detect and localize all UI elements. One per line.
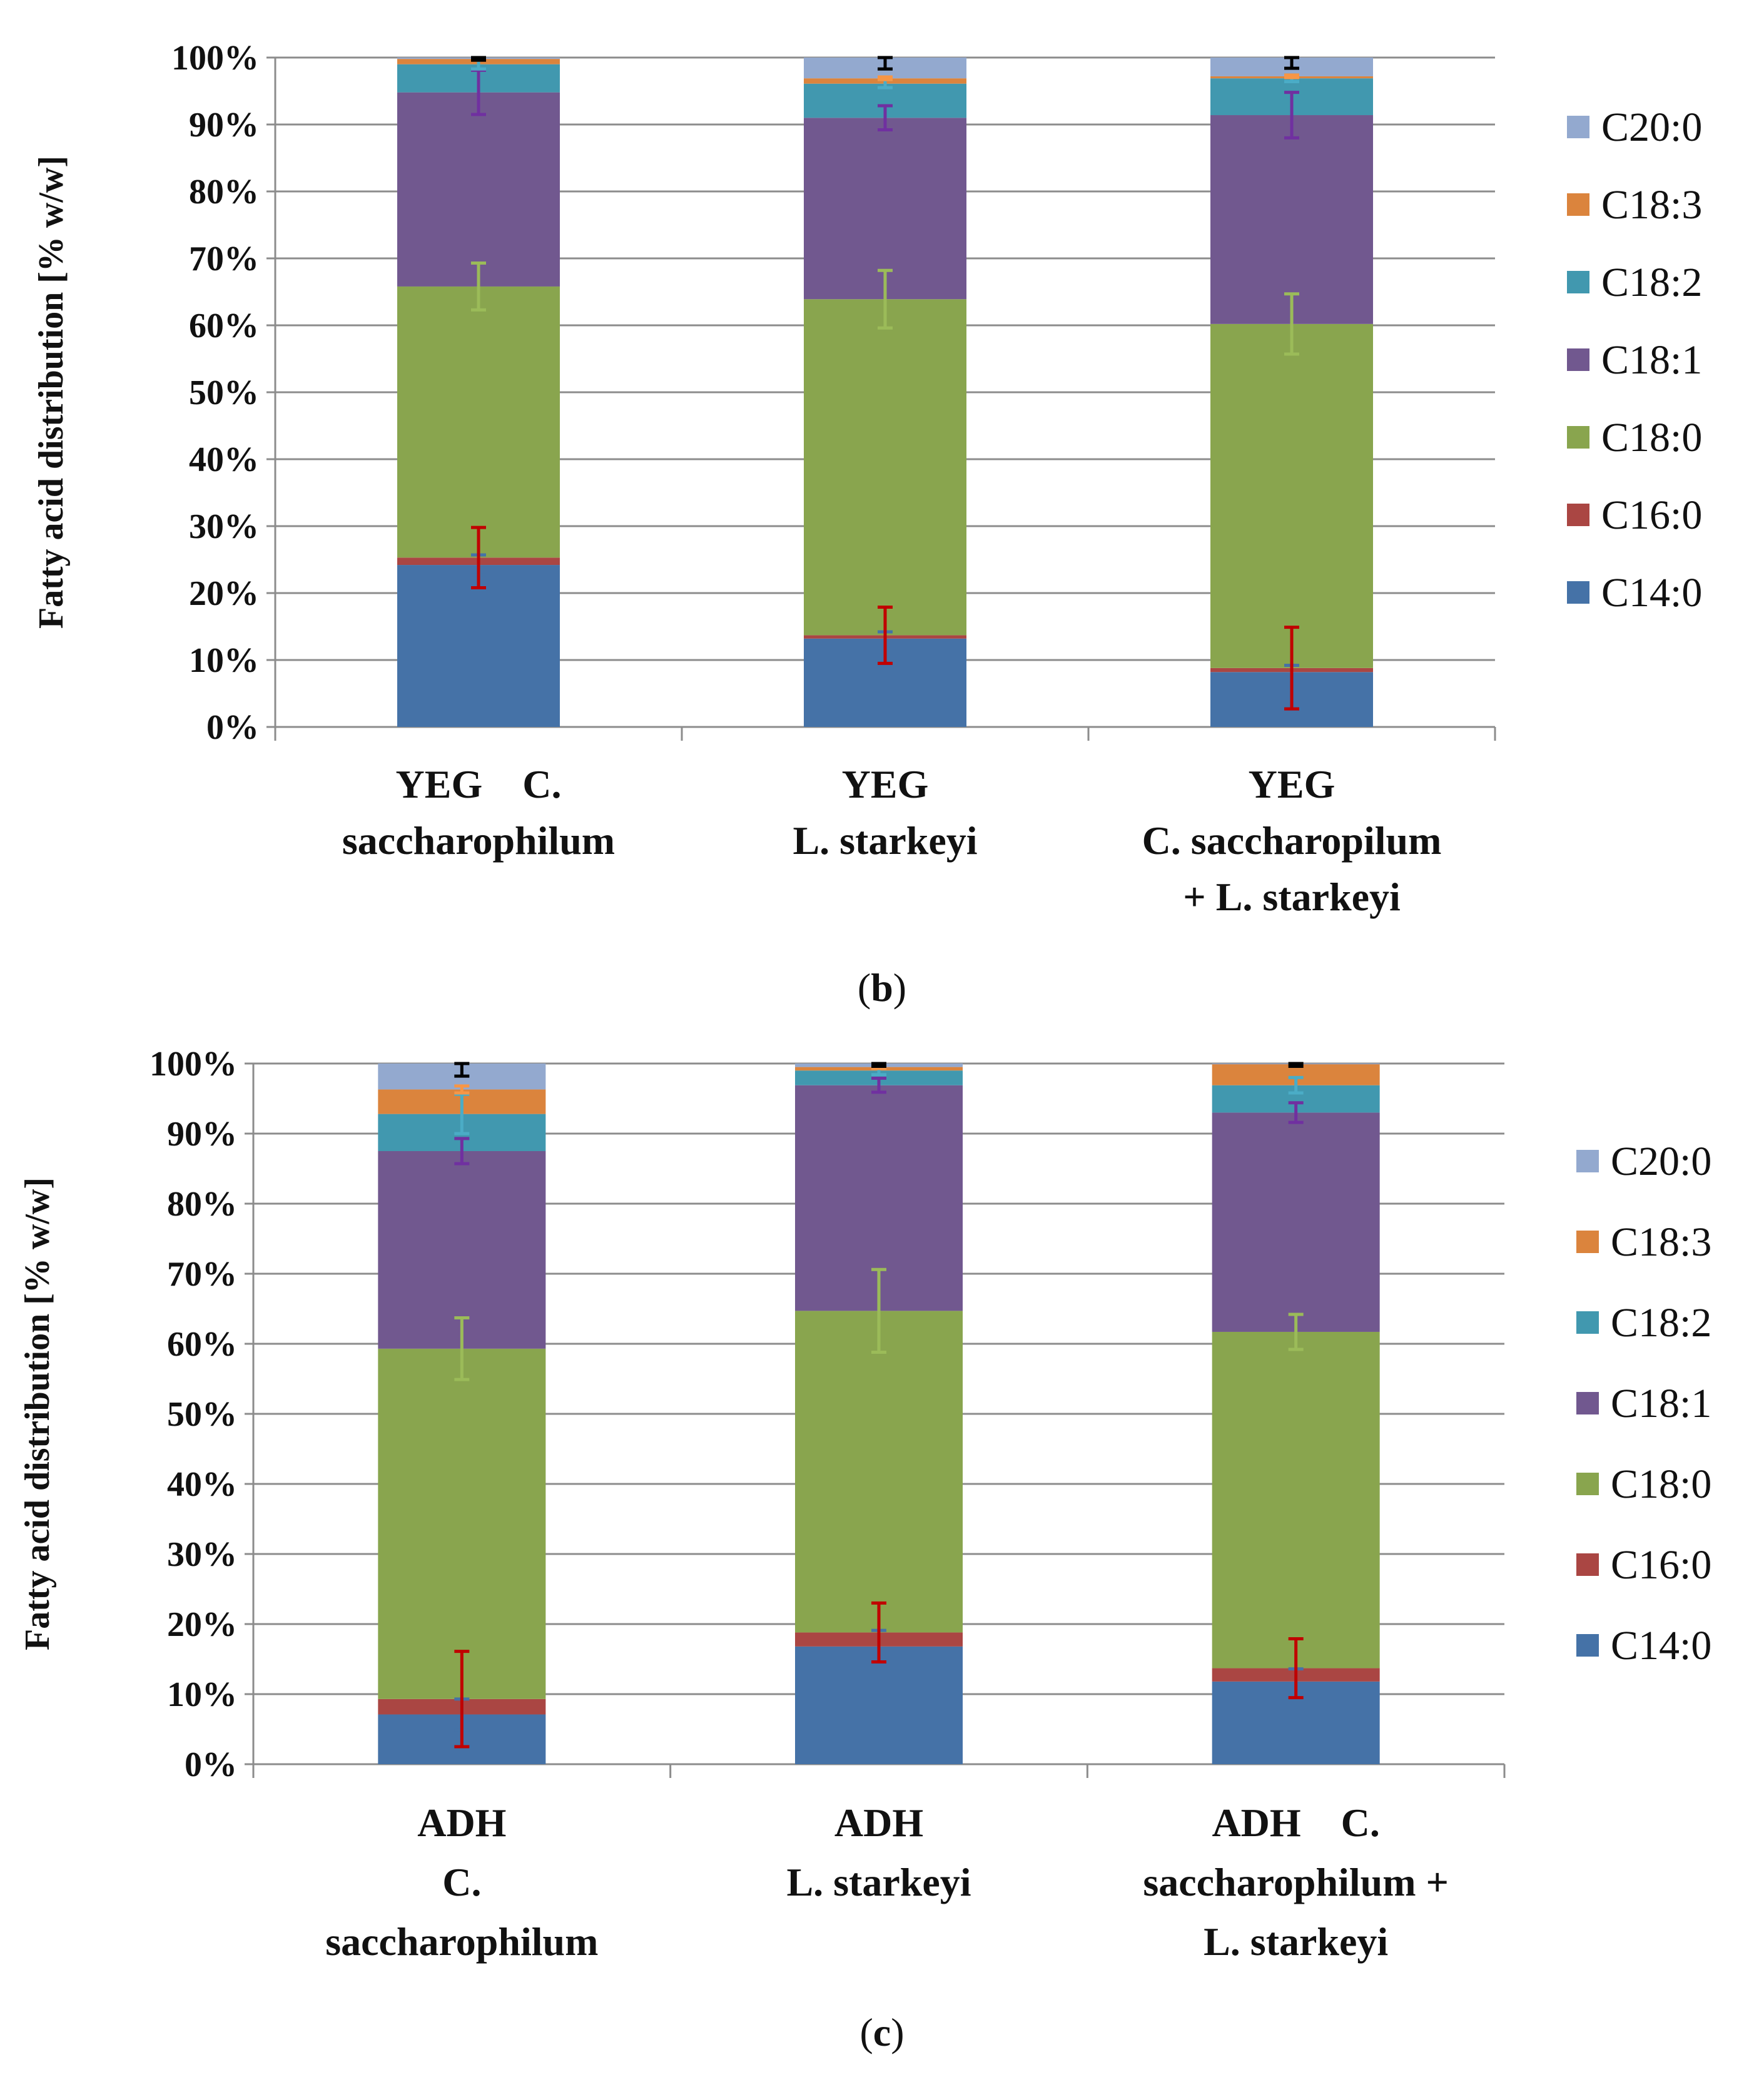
category-label: YEG C. bbox=[396, 762, 562, 806]
category-label: C. saccharopilum bbox=[1142, 818, 1442, 863]
y-tick-label: 0% bbox=[185, 1745, 237, 1784]
y-tick-label: 10% bbox=[167, 1675, 237, 1714]
y-tick-label: 20% bbox=[167, 1605, 237, 1644]
legend-label: C20:0 bbox=[1611, 1139, 1711, 1184]
bar-segment-c18-0 bbox=[795, 1311, 963, 1633]
legend-swatch-c20-0 bbox=[1567, 116, 1589, 138]
y-tick-label: 30% bbox=[167, 1535, 237, 1574]
y-tick-label: 40% bbox=[167, 1465, 237, 1504]
legend-label: C16:0 bbox=[1601, 492, 1702, 538]
y-tick-label: 70% bbox=[167, 1255, 237, 1294]
legend-label: C20:0 bbox=[1601, 104, 1702, 150]
category-label: saccharophilum bbox=[342, 818, 615, 863]
legend-label: C18:0 bbox=[1611, 1461, 1711, 1507]
legend-label: C18:1 bbox=[1611, 1381, 1711, 1426]
category-label: YEG bbox=[842, 762, 929, 806]
y-tick-label: 90% bbox=[189, 106, 259, 145]
bar-segment-c18-1 bbox=[397, 92, 560, 287]
bar-segment-c18-0 bbox=[397, 286, 560, 558]
category-label: ADH bbox=[417, 1800, 506, 1845]
bar-segment-c18-0 bbox=[378, 1348, 546, 1699]
y-tick-label: 30% bbox=[189, 507, 259, 546]
legend-label: C18:2 bbox=[1611, 1300, 1711, 1346]
legend-swatch-c14-0 bbox=[1567, 581, 1589, 604]
legend-swatch-c18-2 bbox=[1576, 1311, 1599, 1334]
y-tick-label: 60% bbox=[167, 1325, 237, 1364]
y-tick-label: 40% bbox=[189, 440, 259, 479]
category-label: YEG bbox=[1249, 762, 1336, 806]
bar-segment-c14-0 bbox=[397, 565, 560, 727]
legend-label: C18:0 bbox=[1601, 415, 1702, 460]
category-label: saccharophilum + bbox=[1143, 1860, 1449, 1904]
legend-label: C18:2 bbox=[1601, 260, 1702, 305]
category-label: L. starkeyi bbox=[1204, 1919, 1388, 1964]
y-tick-label: 0% bbox=[206, 708, 259, 747]
bar-segment-c18-0 bbox=[1212, 1331, 1380, 1668]
legend-swatch-c18-1 bbox=[1567, 348, 1589, 371]
category-label: saccharophilum bbox=[325, 1919, 598, 1964]
category-label: C. bbox=[442, 1860, 481, 1904]
bar-segment-c18-1 bbox=[1212, 1112, 1380, 1332]
legend-swatch-c18-1 bbox=[1576, 1392, 1599, 1414]
y-tick-label: 80% bbox=[167, 1185, 237, 1224]
legend-swatch-c18-3 bbox=[1567, 193, 1589, 216]
legend-label: C14:0 bbox=[1601, 570, 1702, 616]
legend-swatch-c18-2 bbox=[1567, 271, 1589, 293]
bar-segment-c18-1 bbox=[378, 1151, 546, 1349]
y-tick-label: 50% bbox=[189, 373, 259, 412]
y-tick-label: 80% bbox=[189, 173, 259, 211]
y-tick-label: 10% bbox=[189, 641, 259, 680]
y-tick-label: 100% bbox=[150, 1045, 237, 1084]
legend-swatch-c18-3 bbox=[1576, 1231, 1599, 1253]
y-tick-label: 60% bbox=[189, 307, 259, 345]
y-axis-title: Fatty acid distribution [% w/w] bbox=[32, 156, 71, 629]
category-label: ADH C. bbox=[1212, 1800, 1379, 1845]
bar-segment-c14-0 bbox=[795, 1646, 963, 1764]
y-tick-label: 50% bbox=[167, 1395, 237, 1434]
category-label: + L. starkeyi bbox=[1183, 875, 1401, 919]
legend-label: C18:1 bbox=[1601, 337, 1702, 383]
bar-segment-c18-0 bbox=[804, 299, 966, 636]
y-tick-label: 100% bbox=[171, 39, 259, 78]
category-label: L. starkeyi bbox=[786, 1860, 971, 1904]
panel-label-b: (b) bbox=[858, 965, 906, 1010]
chart-panel-b: 0% 10% 20% 30% 40% 50% 60% 70% 80% 90% 100% Fatty a… bbox=[32, 39, 1702, 919]
legend-swatch-c18-0 bbox=[1567, 426, 1589, 449]
category-label: L. starkeyi bbox=[793, 818, 977, 863]
y-tick-label: 90% bbox=[167, 1115, 237, 1154]
legend-swatch-c20-0 bbox=[1576, 1150, 1599, 1172]
panel-label-c: (c) bbox=[859, 2010, 904, 2054]
legend-swatch-c14-0 bbox=[1576, 1634, 1599, 1657]
y-tick-label: 70% bbox=[189, 240, 259, 278]
bar-segment-c18-0 bbox=[1210, 323, 1373, 668]
category-label: ADH bbox=[834, 1800, 923, 1845]
legend-swatch-c18-0 bbox=[1576, 1473, 1599, 1495]
legend-swatch-c16-0 bbox=[1576, 1553, 1599, 1576]
legend-label: C14:0 bbox=[1611, 1623, 1711, 1668]
legend-swatch-c16-0 bbox=[1567, 504, 1589, 526]
y-tick-label: 20% bbox=[189, 574, 259, 613]
legend-label: C16:0 bbox=[1611, 1542, 1711, 1588]
legend-label: C18:3 bbox=[1601, 182, 1702, 228]
legend-label: C18:3 bbox=[1611, 1219, 1711, 1265]
chart-panel-c: 0% 10% 20% 30% 40% 50% 60% 70% 80% 90% 100% Fatty a… bbox=[18, 1045, 1711, 1964]
bar-segment-c18-1 bbox=[1210, 115, 1373, 324]
y-axis-title: Fatty acid distribution [% w/w] bbox=[18, 1177, 57, 1650]
